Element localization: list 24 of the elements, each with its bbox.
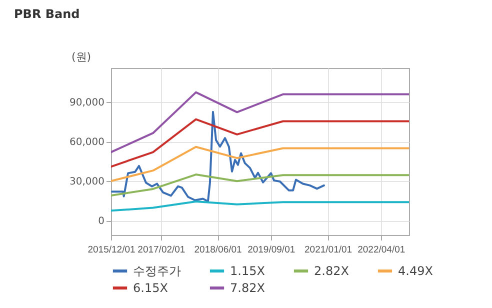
legend-label: 6.15X: [133, 281, 168, 295]
y-tick-label: 60,000: [70, 137, 104, 148]
line-series: [111, 91, 409, 154]
line-series: [111, 200, 409, 212]
y-tick-label: 90,000: [70, 98, 104, 109]
x-tick-label: 2021/01/01: [304, 244, 352, 256]
x-tick-label: 2018/06/01: [194, 244, 242, 256]
legend-label: 7.82X: [230, 281, 265, 295]
x-tick-label: 2015/12/01: [88, 244, 136, 256]
legend-label: 수정주가: [133, 264, 181, 278]
legend-label: 4.49X: [398, 264, 433, 278]
line-series: [111, 146, 409, 182]
y-axis-title: (원): [72, 50, 92, 64]
line-series: [111, 110, 325, 202]
y-tick-label: 30,000: [70, 176, 104, 188]
legend-label: 1.15X: [230, 264, 265, 278]
chart-title: PBR Band: [14, 7, 80, 21]
y-tick-label: 0: [98, 216, 104, 228]
line-series: [111, 118, 409, 168]
x-tick-label: 2017/02/01: [138, 244, 186, 256]
line-series: [111, 174, 409, 197]
x-tick-label: 2019/09/01: [248, 244, 296, 256]
x-tick-label: 2022/04/01: [358, 244, 406, 256]
legend-label: 2.82X: [314, 264, 349, 278]
